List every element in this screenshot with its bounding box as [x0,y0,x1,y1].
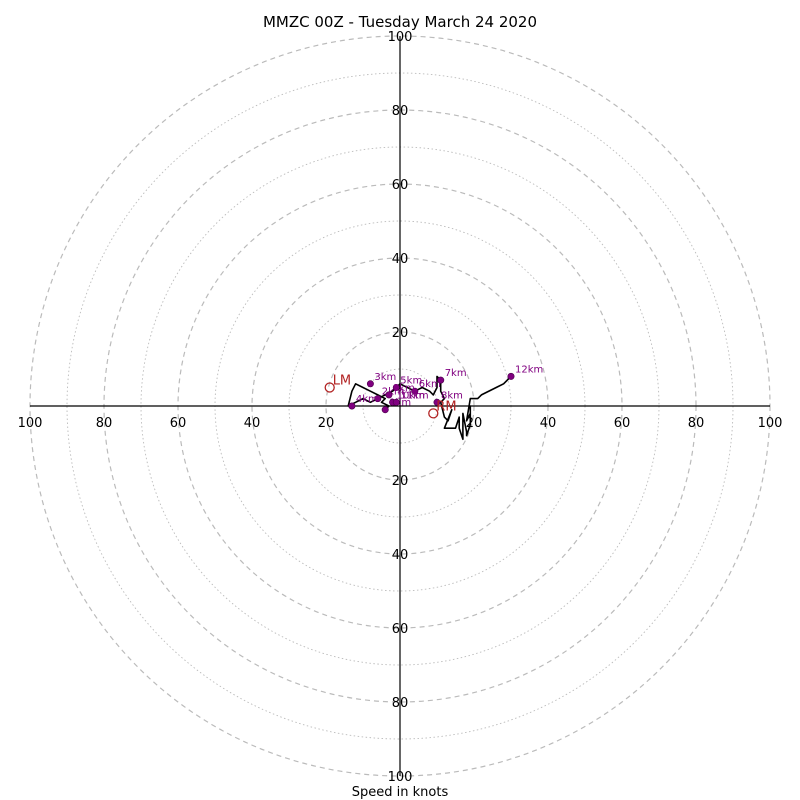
height-marker-9km [385,391,393,399]
height-label-1km: 1km [389,398,411,409]
storm-motion-markers: LM RM [324,374,457,419]
tick-label-right: 100 [758,416,783,431]
tick-label-left: 20 [318,416,335,431]
wind-profile [347,375,512,441]
tick-label-left: 100 [18,416,43,431]
tick-label-bottom: 40 [392,548,409,563]
storm-motion-lm [324,382,335,393]
height-marker-6km [411,387,419,395]
chart-title: MMZC 00Z - Tuesday March 24 2020 [263,13,537,31]
tick-label-right: 80 [688,416,705,431]
height-marker-1km [381,406,389,414]
tick-label-bottom: 100 [388,770,413,785]
height-label-2km: 2km [382,387,404,398]
height-marker-8km [433,398,441,406]
height-label-6km: 6km [419,379,441,390]
axes [30,36,770,776]
tick-label-top: 60 [392,178,409,193]
tick-label-top: 20 [392,326,409,341]
height-marker-12km [507,372,515,380]
height-marker-11km [392,398,400,406]
height-label-7km: 7km [445,368,467,379]
height-label-5km: 5km [400,376,422,387]
storm-motion-label-rm: RM [436,399,456,414]
height-marker-3km [366,380,374,388]
height-label-8km: 8km [441,390,463,401]
height-marker-4km [348,402,356,410]
tick-label-left: 80 [96,416,113,431]
tick-label-bottom: 20 [392,474,409,489]
tick-label-right: 40 [540,416,557,431]
tick-label-bottom: 80 [392,696,409,711]
storm-motion-rm [428,408,439,419]
tick-label-bottom: 60 [392,622,409,637]
height-label-12km: 12km [515,364,543,375]
height-marker-5km [392,383,400,391]
tick-label-top: 40 [392,252,409,267]
storm-motion-label-lm: LM [333,374,351,389]
height-label-3km: 3km [374,372,396,383]
height-marker-2km [374,395,382,403]
height-label-9km: 9km [393,383,415,394]
tick-label-left: 40 [244,416,261,431]
hodograph-trace [347,375,512,441]
height-label-11km: 11km [400,390,428,401]
tick-label-top: 80 [392,104,409,119]
tick-label-left: 60 [170,416,187,431]
height-label-10km: 10km [397,390,425,401]
tick-label-top: 100 [388,30,413,45]
tick-labels: 2020202040404040606060608080808010010010… [18,30,783,785]
tick-label-right: 60 [614,416,631,431]
x-axis-label: Speed in knots [352,785,449,800]
height-label-4km: 4km [356,394,378,405]
height-marker-7km [437,376,445,384]
